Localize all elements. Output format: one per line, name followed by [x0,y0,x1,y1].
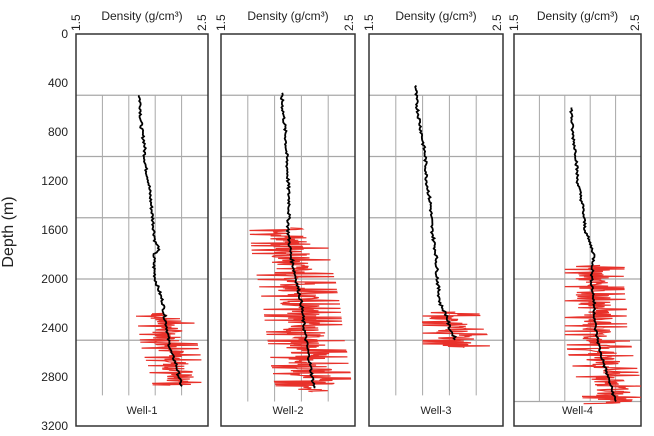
x-tick-right: 2.5 [195,14,209,31]
x-axis-label: Density (g/cm³) [247,9,328,23]
measured-density-log [135,312,202,386]
x-axis-label: Density (g/cm³) [101,9,182,23]
x-tick-right: 2.5 [342,14,356,31]
well-label: Well-4 [562,405,593,417]
panel-frame [220,33,356,427]
measured-density-log [564,264,642,405]
well-panel-2: Density (g/cm³) 1.5 2.5 Well-2 [214,9,356,427]
x-tick-left: 1.5 [507,14,521,31]
panel-frame [75,33,209,427]
x-tick-left: 1.5 [214,14,228,31]
x-axis-label: Density (g/cm³) [395,9,476,23]
x-axis-label: Density (g/cm³) [537,9,618,23]
well-panel-1: Density (g/cm³) 1.5 2.5 Well-1 [69,9,209,427]
well-label: Well-2 [273,405,304,417]
x-tick-right: 2.5 [490,14,504,31]
panel-frame [513,33,642,427]
density-trend-line [414,84,458,341]
well-label: Well-3 [421,405,452,417]
y-axis: Depth (m) 0 400 800 1200 1600 2000 2400 2800 320… [0,27,68,433]
well-panel-3: Density (g/cm³) 1.5 2.5 Well-3 [362,9,504,427]
measured-density-log [422,311,490,348]
measured-density-log [249,227,352,393]
y-tick-label: 2800 [41,370,68,384]
density-trend-line [569,107,617,402]
y-tick-label: 2400 [41,321,68,335]
y-tick-label: 400 [48,76,68,90]
density-trend-line [279,92,316,389]
y-tick-label: 1200 [41,174,68,188]
y-tick-label: 800 [48,125,68,139]
y-tick-label: 2000 [41,272,68,286]
panel-frame [368,33,504,427]
y-tick-label: 3200 [41,419,68,433]
x-tick-left: 1.5 [69,14,83,31]
x-tick-left: 1.5 [362,14,376,31]
y-tick-label: 0 [61,27,68,41]
y-axis-label: Depth (m) [0,196,17,267]
well-label: Well-1 [127,405,158,417]
y-tick-label: 1600 [41,223,68,237]
x-tick-right: 2.5 [628,14,642,31]
density-trend-line [137,95,183,387]
well-panel-4: Density (g/cm³) 1.5 2.5 Well-4 [507,9,642,427]
